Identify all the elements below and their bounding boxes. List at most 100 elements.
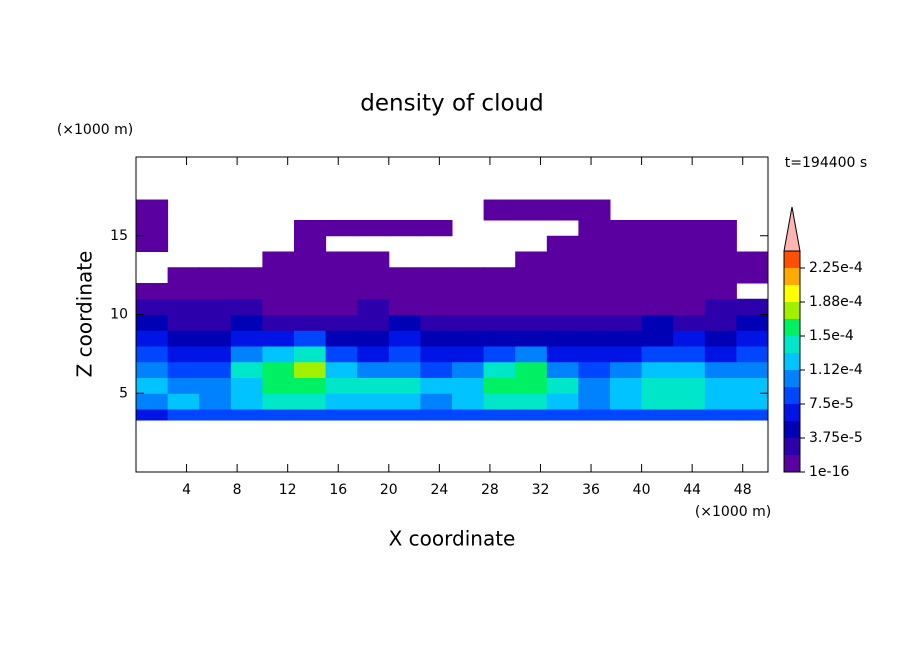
time-annotation: t=194400 s [785, 155, 867, 171]
contour-cell [136, 235, 169, 252]
contour-cell [610, 220, 643, 237]
contour-cell [388, 361, 421, 378]
contour-cell [673, 235, 706, 252]
contour-cell [452, 267, 485, 284]
contour-cell [515, 361, 548, 378]
contour-cell [357, 377, 390, 394]
contour-cell [262, 361, 295, 378]
contour-cell [199, 361, 232, 378]
contour-cell [610, 330, 643, 347]
contour-cell [136, 199, 169, 221]
contour-cell [704, 377, 737, 394]
contour-cell [452, 361, 485, 378]
x-tick-label: 24 [430, 482, 448, 498]
contour-cell [357, 314, 390, 331]
contour-cell [199, 267, 232, 284]
contour-cell [167, 267, 200, 284]
contour-cell [546, 199, 579, 221]
contour-cell [325, 393, 358, 410]
colorbar-tick-label: 7.5e-5 [809, 396, 854, 412]
contour-cell [294, 220, 327, 237]
contour-cell [294, 235, 327, 252]
x-tick-label: 44 [683, 482, 701, 498]
contour-cell [704, 235, 737, 252]
contour-cell [167, 361, 200, 378]
contour-cell [294, 330, 327, 347]
contour-cell [578, 330, 611, 347]
contour-cell [515, 393, 548, 410]
contour-cell [262, 377, 295, 394]
contour-cell [736, 314, 769, 331]
contour-cell [136, 314, 169, 331]
contour-cell [230, 283, 263, 300]
contour-cell [641, 361, 674, 378]
contour-cell [357, 251, 390, 268]
colorbar-band [784, 404, 800, 421]
contour-cell [515, 267, 548, 284]
contour-cell [167, 283, 200, 300]
contour-cell [610, 267, 643, 284]
contour-cell [357, 330, 390, 347]
contour-cell [483, 298, 516, 315]
contour-cell [230, 330, 263, 347]
contour-cell [230, 361, 263, 378]
contour-cell [420, 298, 453, 315]
contour-cell [136, 283, 169, 300]
contour-cell [199, 314, 232, 331]
colorbar-band [784, 438, 800, 455]
contour-cell [515, 377, 548, 394]
contour-cell [230, 267, 263, 284]
contour-cell [230, 314, 263, 331]
chart-title: density of cloud [360, 91, 543, 117]
contour-cell [483, 283, 516, 300]
contour-cell [357, 361, 390, 378]
contour-cell [673, 314, 706, 331]
contour-cell [641, 409, 674, 421]
contour-cell [262, 330, 295, 347]
contour-cell [136, 361, 169, 378]
contour-cell [704, 409, 737, 421]
colorbar-band [784, 302, 800, 319]
contour-cell [673, 409, 706, 421]
contour-cell [420, 267, 453, 284]
x-tick-label: 20 [380, 482, 398, 498]
contour-cell [388, 267, 421, 284]
contour-cell [230, 346, 263, 363]
contour-cell [388, 393, 421, 410]
contour-cell [388, 314, 421, 331]
contour-cell [452, 330, 485, 347]
contour-cell [167, 346, 200, 363]
contour-cell [452, 409, 485, 421]
contour-cell [483, 330, 516, 347]
contour-cell [673, 267, 706, 284]
colorbar-tick-label: 1.12e-4 [809, 362, 863, 378]
contour-cell [199, 346, 232, 363]
contour-cell [262, 346, 295, 363]
contour-cell [578, 361, 611, 378]
contour-cell [388, 298, 421, 315]
contour-cell [325, 314, 358, 331]
contour-cell [546, 330, 579, 347]
contour-cell [136, 346, 169, 363]
contour-cell [452, 346, 485, 363]
contour-cell [578, 220, 611, 237]
contour-cell [294, 393, 327, 410]
contour-cell [610, 314, 643, 331]
contour-cell [546, 409, 579, 421]
x-tick-label: 36 [582, 482, 600, 498]
contour-cell [610, 393, 643, 410]
y-tick-label: 15 [110, 228, 128, 244]
contour-cell [325, 330, 358, 347]
colorbar-band [784, 455, 800, 472]
contour-cell [136, 409, 169, 421]
colorbar-frame [783, 250, 801, 473]
contour-cell [641, 283, 674, 300]
contour-cell [136, 298, 169, 315]
colorbar-band [784, 251, 800, 268]
x-tick-label: 16 [329, 482, 347, 498]
colorbar-tick-label: 3.75e-5 [809, 430, 863, 446]
contour-cell [420, 346, 453, 363]
contour-cell [262, 393, 295, 410]
contour-cell [578, 199, 611, 221]
